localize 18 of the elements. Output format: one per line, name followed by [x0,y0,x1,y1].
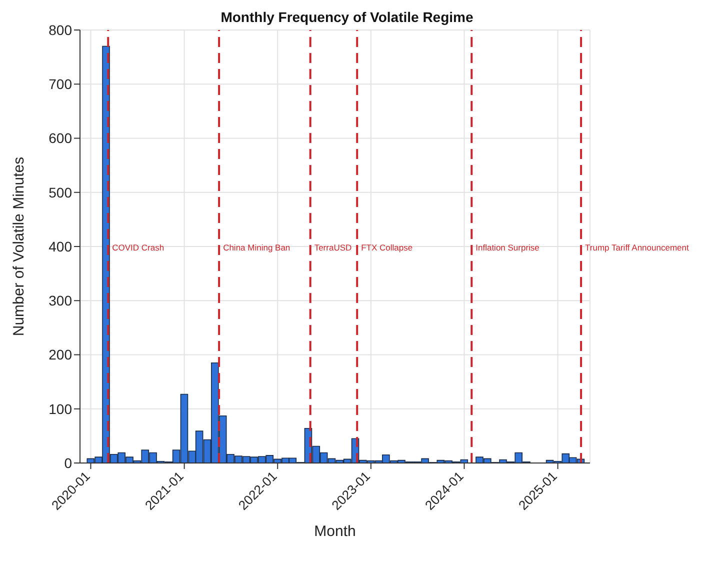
ref-line-label: China Mining Ban [223,242,290,252]
ref-line-label: COVID Crash [112,242,164,252]
x-axis-title: Month [314,523,356,540]
y-tick-label: 400 [48,238,72,254]
y-tick-label: 600 [48,130,72,146]
y-tick-label: 200 [48,346,72,363]
y-tick-label: 300 [48,292,72,309]
y-tick-label: 500 [48,184,72,200]
y-tick-label: 100 [48,400,72,417]
y-tick-label: 700 [48,76,72,92]
y-tick-label: 0 [64,454,72,471]
ref-line-label: Trump Tariff Announcement [585,242,690,252]
ref-line-label: FTX Collapse [361,242,413,252]
y-tick-label: 800 [48,22,72,38]
ref-line-label: TerraUSD [314,242,352,252]
y-axis-title: Number of Volatile Minutes [10,156,28,336]
chart-title: Monthly Frequency of Volatile Regime [220,9,474,25]
ref-line-label: Inflation Surprise [476,242,540,252]
